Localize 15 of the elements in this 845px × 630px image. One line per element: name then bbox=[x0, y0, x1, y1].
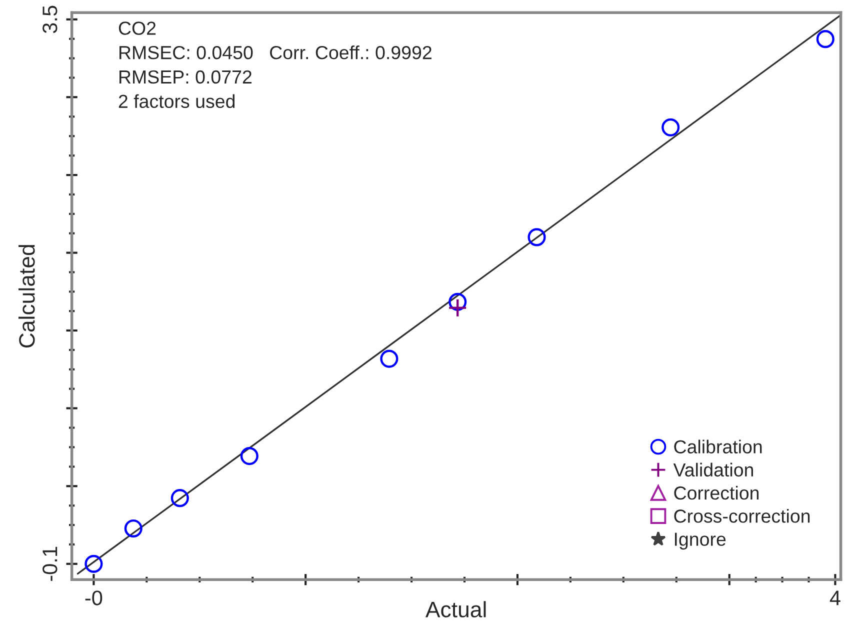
x-tick-label: 4 bbox=[830, 590, 840, 606]
y-axis-title: Calculated bbox=[18, 245, 35, 348]
y-tick-label: 3.5 bbox=[42, 6, 58, 34]
legend-label: Validation bbox=[673, 462, 754, 477]
legend-label: Correction bbox=[674, 486, 759, 500]
legend-label: Calibration bbox=[674, 440, 762, 454]
annotation: RMSEC: 0.0450 Corr. Coeff.: 0.9992 bbox=[120, 46, 432, 60]
legend-label: Cross-correction bbox=[674, 509, 810, 523]
legend-label: Ignore bbox=[674, 532, 726, 550]
y-tick-label: -0.1 bbox=[42, 546, 58, 581]
annotation: CO2 bbox=[118, 22, 156, 35]
annotation: RMSEP: 0.0772 bbox=[120, 70, 252, 84]
annotation: 2 factors used bbox=[118, 94, 235, 108]
x-axis-title: Actual bbox=[425, 601, 486, 618]
x-tick-label: -0 bbox=[85, 590, 102, 606]
